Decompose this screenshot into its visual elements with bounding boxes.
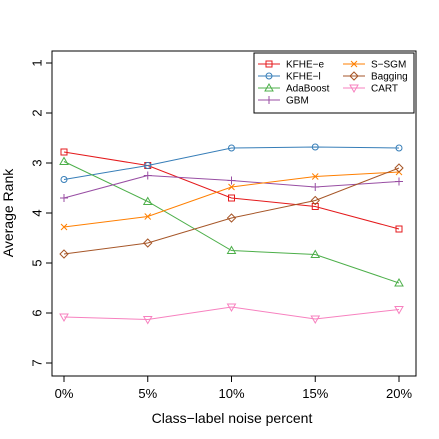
legend-label: KFHE−l	[286, 72, 321, 83]
series-gbm	[60, 171, 403, 202]
marker-x	[144, 213, 152, 220]
marker-triangle-down	[59, 313, 69, 323]
marker-triangle-up	[226, 245, 237, 254]
marker-triangle-up	[59, 156, 69, 165]
x-tick-label: 5%	[138, 386, 157, 401]
series-line	[63, 167, 400, 255]
marker-plus	[395, 177, 403, 186]
marker-circle	[265, 72, 273, 80]
marker-circle	[228, 144, 235, 152]
series-bagging	[59, 163, 404, 259]
x-axis-label: Class−label noise percent	[152, 410, 313, 426]
x-tick-label: 20%	[386, 386, 412, 401]
marker-diamond	[143, 238, 153, 248]
series-line	[63, 161, 400, 284]
legend-label: GBM	[286, 96, 309, 107]
legend-item: CART	[343, 84, 398, 95]
y-tick-label: 6	[30, 309, 45, 316]
series-s-sgm	[60, 168, 403, 231]
marker-square	[228, 194, 235, 202]
legend-box	[253, 52, 415, 114]
marker-triangle-down	[349, 84, 359, 94]
marker-triangle-up	[142, 196, 153, 205]
legend-label: AdaBoost	[286, 84, 330, 95]
marker-square	[311, 203, 319, 210]
legend-item: AdaBoost	[258, 82, 330, 95]
legend-label: Bagging	[371, 72, 408, 83]
marker-triangle-down	[394, 306, 404, 315]
marker-triangle-up	[310, 249, 321, 258]
marker-diamond	[394, 163, 404, 173]
marker-triangle-down	[226, 303, 237, 313]
legend-item: Bagging	[343, 71, 408, 83]
marker-circle	[395, 144, 403, 152]
x-tick-label: 0%	[55, 386, 74, 401]
marker-triangle-up	[264, 82, 274, 92]
x-tick-label: 10%	[218, 386, 244, 401]
marker-plus	[143, 171, 152, 180]
y-tick-label: 7	[30, 359, 45, 366]
legend-label: KFHE−e	[286, 60, 325, 71]
legend-item: KFHE−e	[258, 60, 325, 71]
marker-plus	[265, 96, 273, 104]
marker-triangle-down	[142, 316, 153, 325]
legend-label: CART	[371, 84, 398, 95]
marker-square	[395, 225, 403, 233]
y-tick-label: 3	[30, 159, 45, 166]
legend-label: S−SGM	[371, 60, 406, 71]
marker-plus	[311, 183, 320, 191]
series-line	[63, 151, 400, 230]
marker-square	[265, 60, 273, 68]
marker-plus	[227, 176, 236, 185]
y-tick-label: 5	[30, 259, 45, 266]
marker-triangle-up	[394, 277, 404, 287]
marker-diamond	[310, 195, 320, 206]
marker-diamond	[226, 213, 237, 223]
y-tick-label: 2	[30, 109, 45, 116]
marker-x	[311, 173, 319, 180]
series-line	[63, 146, 400, 180]
legend-item: KFHE−l	[258, 72, 321, 83]
x-tick-label: 15%	[302, 386, 328, 401]
series-kfhe-l	[60, 143, 403, 183]
marker-circle	[144, 162, 152, 169]
marker-x	[228, 183, 235, 191]
marker-x	[60, 223, 68, 231]
marker-x	[350, 60, 358, 68]
marker-circle	[60, 176, 68, 183]
marker-diamond	[349, 71, 359, 81]
y-tick-label: 1	[30, 59, 45, 66]
series-cart	[59, 303, 404, 325]
y-tick-label: 4	[30, 209, 45, 216]
marker-square	[60, 148, 68, 156]
legend-item: GBM	[258, 96, 309, 107]
marker-diamond	[59, 249, 69, 259]
series-line	[63, 306, 400, 321]
y-axis-label: Average Rank	[0, 168, 16, 257]
marker-triangle-down	[310, 315, 321, 325]
series-adaboost	[59, 156, 404, 287]
marker-circle	[311, 143, 319, 151]
legend-item: S−SGM	[343, 60, 406, 71]
marker-plus	[60, 194, 68, 202]
series-kfhe-e	[60, 148, 403, 233]
